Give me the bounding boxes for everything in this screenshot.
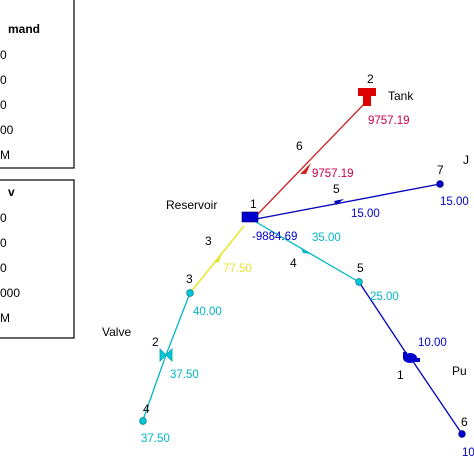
junction-6-id: 6 <box>461 415 468 429</box>
link-legend-label: 0 <box>0 236 7 250</box>
junction-3[interactable] <box>186 289 194 297</box>
junction-7-name: J <box>463 153 469 167</box>
node-legend-label: 00 <box>0 123 14 137</box>
pipe-6-pump[interactable] <box>411 359 463 435</box>
valve-icon[interactable] <box>159 348 173 362</box>
valve-id: 2 <box>152 335 159 349</box>
link-legend-box <box>0 179 75 339</box>
pipe-3-arrow <box>215 254 222 263</box>
junction-5-id: 5 <box>357 261 364 275</box>
junction-7[interactable] <box>436 180 444 188</box>
junction-3-value: 40.00 <box>193 306 222 318</box>
node-legend-title: mand <box>8 22 40 36</box>
pump-icon[interactable] <box>403 352 420 363</box>
link-legend-label: 0 <box>0 261 7 275</box>
reservoir-icon[interactable] <box>241 211 259 223</box>
pipe-6-id: 6 <box>296 139 303 153</box>
node-legend-box <box>0 0 75 169</box>
junction-6[interactable] <box>458 430 466 438</box>
link-legend-label: 0 <box>0 211 7 225</box>
junction-4-id: 4 <box>143 402 150 416</box>
pipe-3[interactable] <box>189 225 245 294</box>
pipe-4-id: 4 <box>290 256 297 270</box>
pipe-3-id: 3 <box>205 234 212 248</box>
node-legend-label: 0 <box>0 73 7 87</box>
tank-name: Tank <box>388 89 414 103</box>
node-legend-label: 0 <box>0 48 7 62</box>
valve-value: 37.50 <box>170 369 199 381</box>
link-legend-label: M <box>0 311 10 325</box>
node-legend-label: 0 <box>0 98 7 112</box>
pipe-1-value: 10.00 <box>418 337 447 349</box>
tank-id: 2 <box>367 72 374 86</box>
tank-value: 9757.19 <box>368 115 410 127</box>
junction-4[interactable] <box>139 417 147 425</box>
link-legend-title: v <box>8 185 15 199</box>
pipe-5-arrow <box>334 199 344 205</box>
pipe-6[interactable] <box>255 101 367 217</box>
pipe-4-value: 35.00 <box>312 232 341 244</box>
reservoir-value: -9884.69 <box>252 231 297 243</box>
junction-7-id: 7 <box>437 163 444 177</box>
pipe-5[interactable] <box>255 183 441 220</box>
pipe-3-value: 77.50 <box>223 263 252 275</box>
pipe-3-valve[interactable] <box>165 292 191 356</box>
pipe-6-value: 9757.19 <box>312 168 354 180</box>
pump-name: Pu <box>452 364 467 378</box>
junction-4-value: 37.50 <box>141 433 170 445</box>
pipe-1-id: 1 <box>397 368 404 382</box>
junction-3-id: 3 <box>186 272 193 286</box>
node-legend: mand 0 0 0 00 M <box>0 0 75 169</box>
reservoir-id: 1 <box>250 197 257 211</box>
tank-icon[interactable] <box>358 88 376 106</box>
pipe-5-id: 5 <box>333 182 340 196</box>
junction-7-value: 15.00 <box>440 196 469 208</box>
junction-5-value: 25.00 <box>370 291 399 303</box>
valve-name: Valve <box>102 325 131 339</box>
pipe-valve-4[interactable] <box>142 354 167 421</box>
pipe-6-arrow <box>300 163 311 174</box>
link-legend-label: 000 <box>0 286 20 300</box>
junction-6-value: 10 <box>462 447 474 459</box>
link-legend: v 0 0 0 000 M <box>0 179 75 339</box>
pipe-5-6[interactable] <box>358 281 409 357</box>
reservoir-name: Reservoir <box>166 198 217 212</box>
pipe-5-value: 15.00 <box>351 208 380 220</box>
node-legend-label: M <box>0 148 10 162</box>
pipe-4-arrow <box>301 248 311 254</box>
junction-5[interactable] <box>355 278 363 286</box>
